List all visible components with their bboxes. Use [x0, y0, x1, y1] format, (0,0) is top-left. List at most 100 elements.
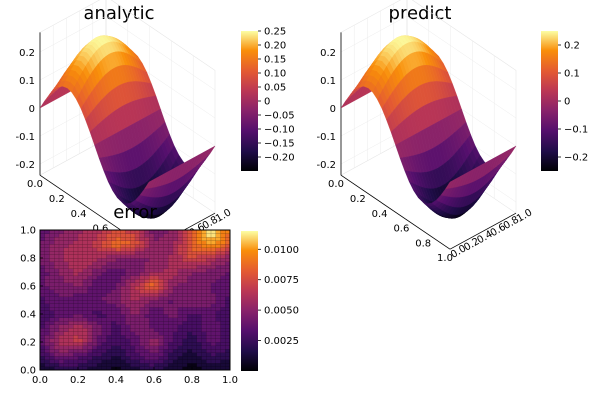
contour-cell: [144, 240, 150, 245]
contour-cell: [149, 324, 155, 329]
contour-cell: [158, 230, 164, 234]
contour-cell: [191, 331, 198, 336]
contour-cell: [158, 254, 164, 259]
contour-cell: [44, 264, 50, 269]
contour-cell: [40, 264, 46, 269]
contour-cell: [168, 303, 174, 308]
contour-cell: [111, 285, 117, 290]
contour-cell: [191, 285, 198, 290]
z-tick-label: -0.2: [316, 160, 336, 171]
contour-cell: [40, 275, 46, 280]
contour-cell: [149, 313, 155, 318]
contour-cell: [220, 240, 226, 245]
contour-cell: [196, 250, 202, 255]
contour-cell: [77, 278, 84, 283]
contour-cell: [101, 338, 107, 343]
contour-cell: [196, 331, 202, 336]
contour-cell: [201, 292, 207, 297]
contour-cell: [87, 282, 93, 287]
contour-cell: [120, 292, 126, 297]
contour-cell: [87, 292, 93, 297]
contour-cell: [49, 240, 55, 245]
contour-cell: [149, 271, 155, 276]
contour-cell: [63, 254, 69, 259]
contour-cell: [130, 264, 136, 269]
contour-cell: [196, 257, 202, 262]
contour-cell: [187, 355, 193, 360]
contour-cell: [73, 352, 79, 357]
contour-cell: [210, 355, 217, 360]
contour-cell: [163, 355, 169, 360]
contour-cell: [134, 296, 141, 301]
contour-cell: [54, 296, 60, 301]
contour-cell: [153, 306, 160, 311]
contour-cell: [139, 327, 145, 332]
contour-cell: [149, 268, 155, 273]
contour-cell: [163, 275, 169, 280]
contour-cell: [182, 327, 188, 332]
contour-cell: [68, 306, 74, 311]
contour-cell: [201, 359, 207, 364]
contour-cell: [163, 254, 169, 259]
contour-field: [40, 230, 230, 370]
contour-cell: [73, 275, 79, 280]
contour-cell: [153, 345, 160, 350]
contour-cell: [206, 271, 212, 276]
contour-cell: [220, 303, 226, 308]
contour-cell: [63, 250, 69, 255]
contour-cell: [215, 341, 221, 346]
contour-cell: [101, 257, 107, 262]
contour-cell: [54, 230, 60, 234]
contour-cell: [177, 334, 183, 339]
contour-cell: [96, 320, 103, 325]
contour-cell: [163, 303, 169, 308]
contour-cell: [172, 285, 179, 290]
contour-cell: [172, 261, 179, 266]
contour-cell: [134, 240, 141, 245]
contour-cell: [149, 261, 155, 266]
colorbar-ramp-predict: [541, 31, 558, 171]
x-tick-label: 0.8: [415, 238, 431, 249]
contour-cell: [130, 355, 136, 360]
contour-cell: [215, 320, 221, 325]
contour-cell: [58, 303, 65, 308]
contour-cell: [96, 310, 103, 315]
contour-cell: [111, 271, 117, 276]
contour-cell: [63, 289, 69, 294]
contour-cell: [139, 236, 145, 241]
contour-cell: [68, 264, 74, 269]
contour-cell: [120, 352, 126, 357]
contour-cell: [101, 275, 107, 280]
contour-cell: [111, 359, 117, 364]
contour-cell: [220, 275, 226, 280]
contour-cell: [111, 289, 117, 294]
contour-cell: [177, 310, 183, 315]
contour-cell: [54, 362, 60, 367]
contour-cell: [215, 338, 221, 343]
contour-cell: [44, 355, 50, 360]
contour-cell: [111, 324, 117, 329]
contour-cell: [96, 334, 103, 339]
z-tick-label: 0: [330, 104, 336, 115]
contour-cell: [40, 359, 46, 364]
contour-cell: [177, 348, 183, 353]
contour-cell: [134, 334, 141, 339]
contour-cell: [96, 359, 103, 364]
contour-cell: [68, 233, 74, 238]
contour-cell: [149, 282, 155, 287]
contour-cell: [63, 271, 69, 276]
contour-cell: [82, 327, 88, 332]
contour-cell: [153, 320, 160, 325]
contour-cell: [73, 313, 79, 318]
contour-cell: [168, 261, 174, 266]
contour-cell: [182, 243, 188, 248]
contour-cell: [168, 299, 174, 304]
contour-cell: [115, 352, 122, 357]
contour-cell: [144, 310, 150, 315]
contour-cell: [40, 243, 46, 248]
contour-cell: [144, 359, 150, 364]
contour-cell: [196, 278, 202, 283]
contour-cell: [73, 254, 79, 259]
contour-cell: [40, 362, 46, 367]
contour-cell: [187, 240, 193, 245]
